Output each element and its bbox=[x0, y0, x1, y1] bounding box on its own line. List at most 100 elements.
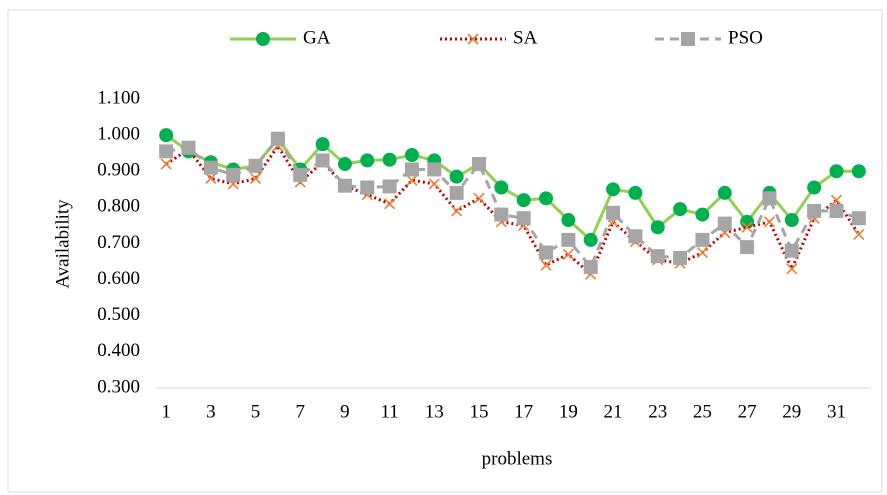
y-axis-label: Availability bbox=[52, 199, 73, 289]
data-point bbox=[427, 162, 442, 177]
data-point bbox=[471, 157, 486, 172]
data-point bbox=[428, 178, 440, 190]
data-point bbox=[741, 221, 753, 233]
data-point bbox=[561, 232, 576, 247]
x-tick-label: 19 bbox=[559, 401, 578, 422]
y-tick-label: 0.300 bbox=[97, 376, 140, 397]
data-point bbox=[449, 185, 464, 200]
data-point bbox=[404, 162, 419, 177]
series-line bbox=[165, 143, 861, 277]
legend-label: GA bbox=[303, 27, 331, 48]
data-point bbox=[583, 232, 598, 247]
y-tick-label: 0.400 bbox=[97, 340, 140, 361]
data-point bbox=[360, 153, 375, 168]
data-point bbox=[784, 213, 799, 228]
data-point bbox=[494, 180, 509, 195]
data-point bbox=[451, 205, 463, 217]
data-point bbox=[203, 160, 218, 175]
data-point bbox=[404, 147, 419, 162]
data-point bbox=[740, 240, 755, 255]
y-tick-label: 0.500 bbox=[97, 304, 140, 325]
x-tick-label: 27 bbox=[738, 401, 757, 422]
data-point bbox=[315, 153, 330, 168]
data-point bbox=[562, 248, 574, 260]
data-point bbox=[539, 191, 554, 206]
x-tick-label: 17 bbox=[514, 401, 533, 422]
data-point bbox=[159, 144, 174, 159]
x-tick-label: 3 bbox=[206, 401, 216, 422]
data-point bbox=[628, 229, 643, 244]
x-tick-label: 13 bbox=[425, 401, 444, 422]
data-point bbox=[181, 140, 196, 155]
data-point bbox=[384, 198, 396, 210]
data-point bbox=[851, 211, 866, 226]
data-point bbox=[784, 243, 799, 258]
data-point bbox=[473, 192, 485, 204]
data-point bbox=[673, 250, 688, 265]
x-tick-label: 5 bbox=[251, 401, 261, 422]
data-point bbox=[360, 180, 375, 195]
x-tick-label: 25 bbox=[693, 401, 712, 422]
data-point bbox=[717, 216, 732, 231]
x-tick-label: 21 bbox=[604, 401, 623, 422]
legend-label: PSO bbox=[728, 27, 763, 48]
x-tick-label: 7 bbox=[295, 401, 305, 422]
data-point bbox=[382, 179, 397, 194]
x-axis-label: problems bbox=[482, 448, 553, 469]
data-point bbox=[606, 205, 621, 220]
data-point bbox=[561, 213, 576, 228]
x-tick-label: 9 bbox=[340, 401, 350, 422]
x-tick-label: 31 bbox=[827, 401, 846, 422]
data-point bbox=[717, 185, 732, 200]
data-point bbox=[540, 259, 552, 271]
data-point bbox=[226, 167, 241, 182]
data-point bbox=[449, 169, 464, 184]
data-point bbox=[650, 249, 665, 264]
data-point bbox=[830, 194, 843, 206]
data-point bbox=[650, 220, 665, 235]
data-point bbox=[337, 178, 352, 193]
y-tick-label: 0.600 bbox=[97, 268, 140, 289]
y-tick-label: 1.000 bbox=[97, 123, 140, 144]
x-tick-label: 1 bbox=[161, 401, 171, 422]
data-point bbox=[516, 193, 531, 208]
data-point bbox=[406, 174, 418, 186]
data-point bbox=[270, 131, 285, 146]
data-point bbox=[516, 211, 531, 226]
data-point bbox=[159, 128, 174, 143]
data-point bbox=[249, 172, 262, 185]
data-point bbox=[205, 172, 217, 185]
data-point bbox=[248, 158, 263, 173]
data-point bbox=[382, 152, 397, 167]
data-point bbox=[160, 158, 172, 170]
legend-label: SA bbox=[513, 27, 538, 48]
data-point bbox=[763, 216, 776, 228]
data-point bbox=[337, 157, 352, 172]
y-tick-label: 0.900 bbox=[97, 160, 140, 181]
data-point bbox=[851, 164, 866, 179]
data-point bbox=[539, 245, 554, 260]
data-point bbox=[786, 263, 798, 275]
data-point bbox=[853, 228, 865, 241]
data-point bbox=[829, 164, 844, 179]
y-tick-label: 0.800 bbox=[97, 196, 140, 217]
legend-marker bbox=[467, 33, 479, 45]
data-point bbox=[695, 207, 710, 222]
data-point bbox=[762, 191, 777, 206]
data-point bbox=[807, 203, 822, 218]
data-point bbox=[606, 182, 621, 197]
x-tick-label: 23 bbox=[648, 401, 667, 422]
x-tick-label: 15 bbox=[469, 401, 488, 422]
data-point bbox=[673, 202, 688, 217]
data-point bbox=[583, 259, 598, 274]
legend-marker bbox=[681, 32, 695, 46]
data-point bbox=[829, 203, 844, 218]
x-tick-label: 29 bbox=[782, 401, 801, 422]
data-point bbox=[315, 137, 330, 152]
data-point bbox=[740, 214, 755, 229]
chart-border bbox=[7, 9, 883, 493]
data-point bbox=[293, 167, 308, 182]
data-point bbox=[696, 246, 708, 259]
y-tick-label: 1.100 bbox=[97, 87, 140, 108]
